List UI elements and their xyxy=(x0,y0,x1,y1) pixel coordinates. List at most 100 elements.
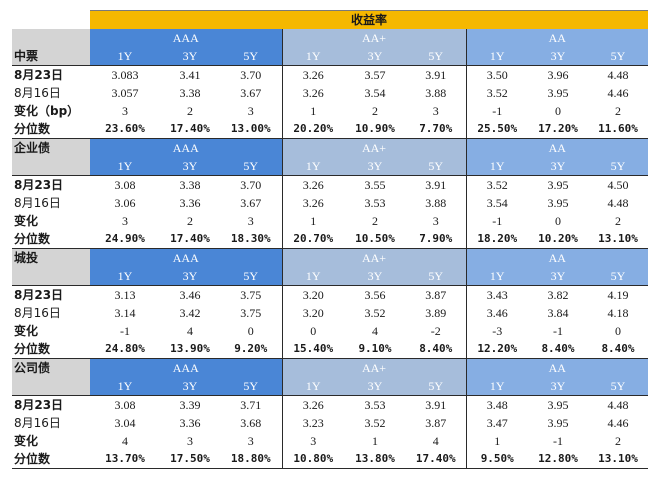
table-cell: 3.91 xyxy=(406,395,466,414)
table-cell: 13.70% xyxy=(90,450,160,469)
table-cell: 18.80% xyxy=(220,450,282,469)
table-cell: 9.50% xyxy=(465,450,528,469)
table-cell: -1 xyxy=(120,324,130,338)
row-label: 8月23日 xyxy=(12,395,90,414)
table-cell: -1 xyxy=(465,102,528,120)
table-cell: 3 xyxy=(187,434,193,448)
rating-header: AAA xyxy=(90,248,282,267)
term-header: 5Y xyxy=(588,47,649,66)
table-cell: 4 xyxy=(187,324,193,338)
table-cell: 3.70 xyxy=(220,65,282,84)
table-cell: 3.48 xyxy=(465,395,528,414)
table-row: 8月23日 3.08 3.39 3.71 3.26 3.53 3.91 3.48 3.95 4.4… xyxy=(12,395,649,414)
row-label: 变化 xyxy=(14,214,39,228)
table-cell: 3.46 xyxy=(465,304,528,322)
table-cell: 2 xyxy=(187,104,193,118)
table-cell: 4 xyxy=(372,324,378,338)
table-cell: 3.57 xyxy=(344,65,406,84)
section-name: 公司债 xyxy=(12,358,90,377)
term-header: 3Y xyxy=(160,157,220,176)
table-cell: 3.50 xyxy=(465,65,528,84)
table-cell: 9.20% xyxy=(220,340,282,359)
table-cell: 1 xyxy=(281,212,344,230)
table-cell: 24.80% xyxy=(90,340,160,359)
table-title: 收益率 xyxy=(90,10,649,29)
table-row: 8月16日 3.14 3.42 3.75 3.20 3.52 3.89 3.46 3.84 4.1… xyxy=(12,304,648,322)
rating-header-row: 企业债 AAA AA+ AA xyxy=(12,138,649,157)
table-cell: 8.40% xyxy=(406,340,466,359)
table-cell: 3 xyxy=(281,432,344,450)
table-cell: 3.13 xyxy=(90,285,160,304)
term-header: 5Y xyxy=(220,47,282,66)
table-cell: 13.80% xyxy=(344,450,406,469)
table-cell: 13.00% xyxy=(220,120,282,139)
table-cell: 2 xyxy=(372,214,378,228)
table-cell: 13.90% xyxy=(160,340,220,359)
term-header: 5Y xyxy=(588,377,649,396)
table-cell: 3.52 xyxy=(364,306,386,320)
table-cell: 3.08 xyxy=(90,175,160,194)
table-cell: 3 xyxy=(247,434,254,448)
table-cell: 12.20% xyxy=(465,340,528,359)
term-header: 5Y xyxy=(588,157,649,176)
section-name: 城投 xyxy=(12,248,90,267)
rating-header: AA+ xyxy=(281,248,466,267)
table-cell: 3.95 xyxy=(547,196,569,210)
table-cell: 0 xyxy=(555,214,561,228)
term-header: 1Y xyxy=(90,47,160,66)
table-cell: 3.88 xyxy=(425,196,447,210)
row-label: 分位数 xyxy=(12,120,90,139)
table-cell: 12.80% xyxy=(528,450,588,469)
table-row: 8月23日 3.083 3.41 3.70 3.26 3.57 3.91 3.50 3.96 4.… xyxy=(12,65,649,84)
table-cell: 4 xyxy=(432,434,439,448)
table-cell: 3 xyxy=(247,214,254,228)
table-cell: 3.95 xyxy=(528,175,588,194)
table-cell: 25.50% xyxy=(465,120,528,139)
table-cell: 3.53 xyxy=(344,395,406,414)
term-header: 1Y xyxy=(465,377,528,396)
term-header: 1Y xyxy=(90,267,160,286)
term-header: 3Y xyxy=(344,157,406,176)
table-row: 8月23日 3.13 3.46 3.75 3.20 3.56 3.87 3.43 3.82 4.1… xyxy=(12,285,649,304)
term-header: 1Y xyxy=(465,157,528,176)
table-row: 分位数 23.60% 17.40% 13.00% 20.20% 10.90% 7.70% 25… xyxy=(12,120,649,139)
rating-header: AA xyxy=(465,358,649,377)
table-cell: 3.42 xyxy=(179,306,201,320)
table-cell: 4.46 xyxy=(607,416,629,430)
term-header: 3Y xyxy=(160,377,220,396)
table-cell: 13.10% xyxy=(588,450,649,469)
table-cell: 3.43 xyxy=(465,285,528,304)
term-header: 3Y xyxy=(528,47,588,66)
table-cell: 2 xyxy=(187,214,193,228)
table-cell: 0 xyxy=(281,322,344,340)
table-cell: 3.23 xyxy=(281,414,344,432)
table-cell: 0 xyxy=(247,324,254,338)
table-cell: 10.90% xyxy=(344,120,406,139)
table-cell: 3.54 xyxy=(465,194,528,212)
term-header: 1Y xyxy=(281,157,344,176)
table-cell: 3.06 xyxy=(114,196,136,210)
row-label: 变化 xyxy=(14,434,39,448)
row-label: 8月16日 xyxy=(14,306,61,320)
table-cell: 3.41 xyxy=(160,65,220,84)
table-cell: 10.20% xyxy=(528,230,588,249)
term-header: 5Y xyxy=(406,377,466,396)
table-cell: 3.54 xyxy=(364,86,386,100)
term-header: 5Y xyxy=(406,157,466,176)
row-label: 分位数 xyxy=(12,450,90,469)
term-header-row: 1Y 3Y 5Y 1Y 3Y 5Y 1Y 3Y 5Y xyxy=(12,157,649,176)
table-cell: -3 xyxy=(465,322,528,340)
table-cell: 3.68 xyxy=(240,416,262,430)
table-cell: 3.55 xyxy=(344,175,406,194)
term-header: 3Y xyxy=(344,47,406,66)
table-cell: -1 xyxy=(553,434,563,448)
table-cell: -1 xyxy=(465,212,528,230)
term-header: 3Y xyxy=(528,377,588,396)
table-row: 8月16日 3.06 3.36 3.67 3.26 3.53 3.88 3.54 3.95 4.4… xyxy=(12,194,648,212)
table-cell: 3.52 xyxy=(465,175,528,194)
table-cell: 24.90% xyxy=(90,230,160,249)
table-cell: 3.26 xyxy=(281,65,344,84)
row-label: 变化（bp） xyxy=(14,104,80,118)
yield-table: 收益率 AAA AA+ AA 中票 1Y 3Y 5Y 1Y 3Y 5Y 1Y 3Y 5Y 8月23日 3.0… xyxy=(12,10,649,469)
term-header: 3Y xyxy=(344,267,406,286)
